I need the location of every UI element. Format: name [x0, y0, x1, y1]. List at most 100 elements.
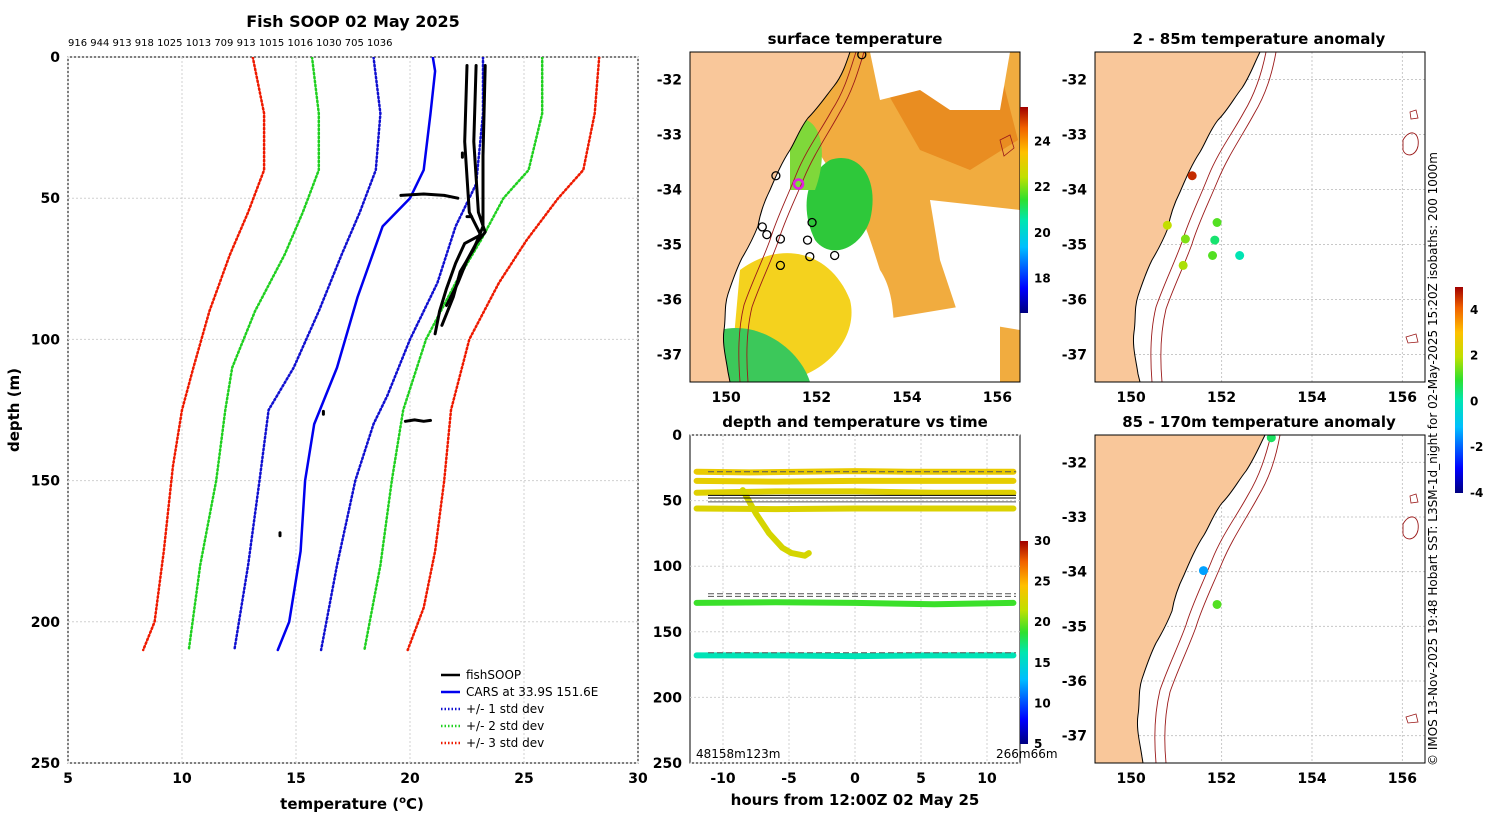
profile-series — [141, 57, 601, 652]
anomaly-map-shallow-title: 2 - 85m temperature anomaly — [1133, 30, 1386, 48]
time-y-tick-label: 250 — [653, 756, 682, 772]
reference-profile-line — [406, 57, 601, 652]
profile-y-axis-label: depth (m) — [5, 368, 23, 452]
profile-axes-frame — [67, 56, 639, 764]
station-marker — [757, 222, 767, 232]
anomaly-colorbar: 4 2 0 -2 -4 — [1455, 287, 1483, 500]
time-colorbar-tick-label: 20 — [1034, 615, 1051, 629]
anomaly-map-shallow-island-3 — [1405, 333, 1419, 344]
time-y-tick-label: 150 — [653, 625, 682, 641]
station-marker — [857, 52, 867, 60]
time-x-tick-label: -5 — [781, 771, 797, 787]
profile-x-tick-label: 20 — [400, 771, 420, 787]
anomaly-station-dot — [1162, 220, 1172, 230]
station-marker — [807, 217, 817, 228]
sst-field — [690, 52, 1020, 382]
map-latitude-tick-label: -35 — [657, 238, 682, 254]
map-latitude-tick-label: -35 — [1062, 619, 1087, 635]
sst-colorbar-ticks: 18 20 22 24 — [1034, 134, 1051, 285]
time-x-tick-label: 5 — [916, 771, 926, 787]
anomaly-map-shallow-isobath-200m — [1150, 52, 1267, 382]
map-latitude-tick-label: -32 — [657, 73, 682, 89]
sample-counts: 916 944 913 918 1025 1013 709 913 1015 1… — [68, 38, 392, 49]
reference-profile-line — [233, 57, 382, 652]
anomaly-map-deep-island-3 — [1405, 713, 1419, 724]
anomaly-map-shallow-axis-labels: 150 152 154 156 -32 -33 -34 -35 -36 -37 — [1062, 73, 1417, 407]
reference-profile-line — [141, 57, 266, 652]
sst-colorbar-tick-label: 18 — [1034, 272, 1051, 286]
anomaly-map-shallow-island-1 — [1402, 132, 1419, 156]
anomaly-station-dot — [1235, 251, 1245, 260]
time-chart: depth and temperature vs time -10 -5 0 5 100… — [653, 413, 1058, 809]
sst-colorbar-tick-label: 20 — [1034, 226, 1051, 240]
time-gridlines — [690, 434, 1020, 764]
map-longitude-tick-label: 154 — [1297, 390, 1326, 406]
profile-y-tick-label: 100 — [31, 332, 60, 348]
map-longitude-tick-label: 152 — [802, 390, 831, 406]
logger-track — [693, 652, 1017, 660]
anomaly-colorbar-tick-label: 2 — [1470, 349, 1478, 363]
anomaly-map-deep-island-1 — [1402, 516, 1419, 540]
anomaly-colorbar-tick-label: 4 — [1470, 303, 1478, 317]
map-latitude-tick-label: -34 — [657, 183, 683, 199]
station-marker — [762, 229, 772, 240]
map-latitude-tick-label: -37 — [1062, 729, 1087, 745]
profile-y-tick-label: 200 — [31, 615, 60, 631]
anomaly-map-deep-island-2 — [1409, 493, 1419, 504]
map-longitude-tick-label: 150 — [712, 390, 741, 406]
profile-title: Fish SOOP 02 May 2025 — [246, 12, 460, 31]
selected-station-marker — [792, 178, 805, 190]
time-colorbar-tick-label: 30 — [1034, 534, 1051, 548]
sst-white-cloud-1 — [870, 52, 1010, 110]
fishsoop-profile-line — [433, 64, 483, 336]
profile-gridlines — [67, 56, 639, 764]
fishsoop-profile-line — [399, 192, 460, 200]
anomaly-colorbar-tick-label: -2 — [1470, 440, 1483, 454]
sst-map-title: surface temperature — [768, 30, 943, 48]
anomaly-station-dot — [1212, 218, 1222, 227]
profile-x-axis-label: temperature (oC) — [280, 795, 424, 813]
profile-legend: fishSOOP CARS at 33.9S 151.6E +/- 1 std … — [441, 668, 598, 750]
anomaly-map-shallow-stations — [1162, 171, 1245, 270]
time-left-depth-label: 48158m123m — [696, 747, 780, 761]
time-series — [693, 468, 1017, 660]
profile-y-tick-label: 250 — [31, 756, 60, 772]
anomaly-map-deep-field — [1095, 435, 1425, 763]
sst-map: surface temperature 150 152 154 156 -32 -33 -3… — [657, 30, 1051, 406]
logger-track — [693, 599, 1017, 608]
map-longitude-tick-label: 154 — [1297, 771, 1326, 787]
sst-island-ne — [999, 134, 1015, 157]
map-latitude-tick-label: -33 — [657, 128, 682, 144]
time-y-tick-label: 0 — [672, 428, 682, 444]
reference-profile-line — [319, 57, 485, 652]
time-x-tick-label: 10 — [977, 771, 997, 787]
anomaly-map-deep-land — [1095, 435, 1266, 763]
time-colorbar-tick-label: 5 — [1034, 737, 1042, 751]
anomaly-map-deep: 85 - 170m temperature anomaly 150 152 154 1… — [1062, 413, 1426, 787]
station-marker — [775, 234, 786, 244]
map-latitude-tick-label: -33 — [1062, 128, 1087, 144]
map-longitude-tick-label: 156 — [983, 390, 1012, 406]
anomaly-map-deep-isobath-200m — [1154, 435, 1272, 763]
sst-green-south — [720, 328, 810, 382]
anomaly-station-dot — [1208, 251, 1218, 260]
sst-isobath-200m — [738, 52, 857, 382]
map-longitude-tick-label: 152 — [1207, 771, 1236, 787]
logger-track — [693, 488, 1017, 496]
copyright-notice: © IMOS 13-Nov-2025 19:48 Hobart SST: L3S… — [1426, 152, 1440, 766]
map-latitude-tick-label: -34 — [1062, 183, 1088, 199]
station-marker — [771, 171, 781, 181]
sst-white-cloud-3 — [870, 300, 1000, 382]
logger-track — [693, 505, 1017, 513]
fishsoop-profile-line — [403, 418, 432, 423]
time-y-tick-label: 200 — [653, 690, 682, 706]
map-latitude-tick-label: -36 — [657, 293, 682, 309]
station-marker — [802, 235, 813, 245]
station-marker — [805, 251, 815, 262]
time-colorbar-tick-label: 10 — [1034, 696, 1051, 710]
sst-green-eddy — [806, 158, 873, 251]
anomaly-map-shallow-island-2 — [1409, 109, 1419, 120]
anomaly-colorbar-tick-label: -4 — [1470, 486, 1483, 500]
legend-label-std1: +/- 1 std dev — [466, 702, 544, 716]
anomaly-map-shallow-isobath-1000m — [1160, 52, 1277, 382]
